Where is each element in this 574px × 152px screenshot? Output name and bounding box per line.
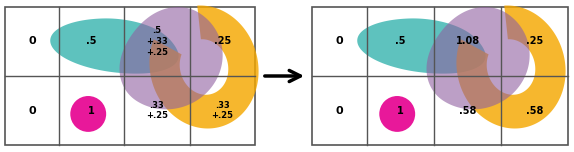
Polygon shape	[51, 18, 179, 74]
Text: .5
+.33
+.25: .5 +.33 +.25	[146, 26, 168, 57]
Text: .33
+.25: .33 +.25	[146, 101, 168, 120]
Text: .58: .58	[526, 105, 543, 116]
Polygon shape	[119, 7, 223, 109]
Text: 1.08: 1.08	[456, 36, 480, 47]
Text: .5: .5	[395, 36, 406, 47]
Bar	[5, 7, 255, 145]
Polygon shape	[426, 7, 530, 109]
Circle shape	[379, 96, 415, 132]
Text: 1: 1	[88, 105, 95, 116]
Polygon shape	[357, 18, 486, 74]
Polygon shape	[149, 5, 258, 128]
Text: .58: .58	[459, 105, 476, 116]
Text: .5: .5	[86, 36, 97, 47]
Text: 1: 1	[397, 105, 404, 116]
Circle shape	[70, 96, 106, 132]
Text: .25: .25	[526, 36, 543, 47]
Bar	[312, 7, 568, 145]
Text: .25: .25	[214, 36, 231, 47]
Polygon shape	[456, 5, 565, 128]
Text: 0: 0	[28, 105, 36, 116]
Text: 0: 0	[336, 36, 343, 47]
Text: 0: 0	[336, 105, 343, 116]
Text: .33
+.25: .33 +.25	[211, 101, 234, 120]
Text: 0: 0	[28, 36, 36, 47]
